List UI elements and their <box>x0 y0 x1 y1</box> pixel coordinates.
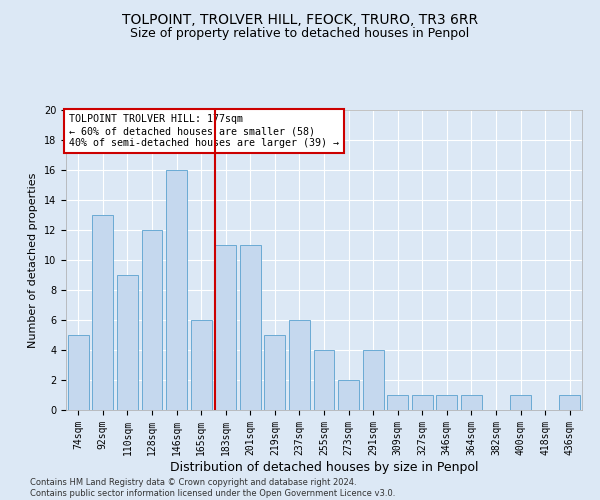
Bar <box>559 395 580 410</box>
Bar <box>510 395 531 410</box>
Text: TOLPOINT, TROLVER HILL, FEOCK, TRURO, TR3 6RR: TOLPOINT, TROLVER HILL, FEOCK, TRURO, TR… <box>122 12 478 26</box>
Text: Contains HM Land Registry data © Crown copyright and database right 2024.
Contai: Contains HM Land Registry data © Crown c… <box>30 478 395 498</box>
Bar <box>265 335 286 410</box>
Bar <box>289 320 310 410</box>
Text: Size of property relative to detached houses in Penpol: Size of property relative to detached ho… <box>130 28 470 40</box>
Bar <box>461 395 482 410</box>
X-axis label: Distribution of detached houses by size in Penpol: Distribution of detached houses by size … <box>170 460 478 473</box>
Bar <box>338 380 359 410</box>
Bar <box>117 275 138 410</box>
Bar <box>240 245 261 410</box>
Bar <box>166 170 187 410</box>
Y-axis label: Number of detached properties: Number of detached properties <box>28 172 38 348</box>
Bar <box>68 335 89 410</box>
Bar <box>387 395 408 410</box>
Bar <box>142 230 163 410</box>
Text: TOLPOINT TROLVER HILL: 177sqm
← 60% of detached houses are smaller (58)
40% of s: TOLPOINT TROLVER HILL: 177sqm ← 60% of d… <box>68 114 338 148</box>
Bar <box>191 320 212 410</box>
Bar <box>314 350 334 410</box>
Bar <box>215 245 236 410</box>
Bar <box>412 395 433 410</box>
Bar <box>362 350 383 410</box>
Bar <box>92 215 113 410</box>
Bar <box>436 395 457 410</box>
